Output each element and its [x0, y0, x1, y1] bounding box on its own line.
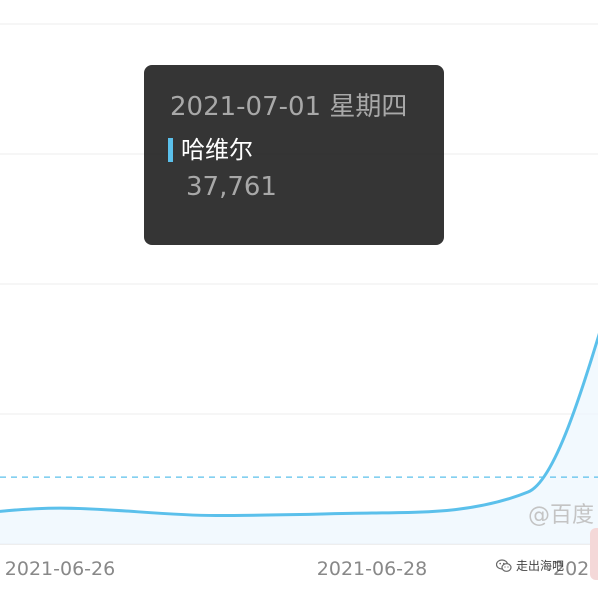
- tooltip: 2021-07-01 星期四 哈维尔 37,761: [144, 65, 444, 245]
- series-color-swatch: [168, 138, 173, 162]
- watermark: @百度: [528, 503, 595, 528]
- x-tick-label: 2021-06-26: [5, 558, 115, 580]
- x-tick-label: 2021-06-28: [317, 558, 427, 580]
- data-point-2021-06-26[interactable]: [57, 505, 63, 511]
- tooltip-series: 哈维尔: [168, 135, 444, 165]
- edge-badge: [590, 528, 598, 580]
- data-point-2021-06-27[interactable]: [213, 513, 219, 519]
- data-point-2021-06-29[interactable]: [525, 489, 531, 495]
- credit-text: 走出海吧: [516, 559, 565, 573]
- wechat-icon: [496, 558, 512, 572]
- x-tick-label: 2021: [553, 558, 598, 580]
- tooltip-value: 37,761: [186, 172, 277, 202]
- tooltip-date: 2021-07-01 星期四: [170, 92, 408, 122]
- data-point-2021-06-28[interactable]: [369, 510, 375, 516]
- series-area: [0, 337, 598, 544]
- series-line[interactable]: [0, 76, 598, 521]
- credit: 走出海吧: [496, 557, 564, 574]
- tooltip-series-name: 哈维尔: [181, 136, 253, 164]
